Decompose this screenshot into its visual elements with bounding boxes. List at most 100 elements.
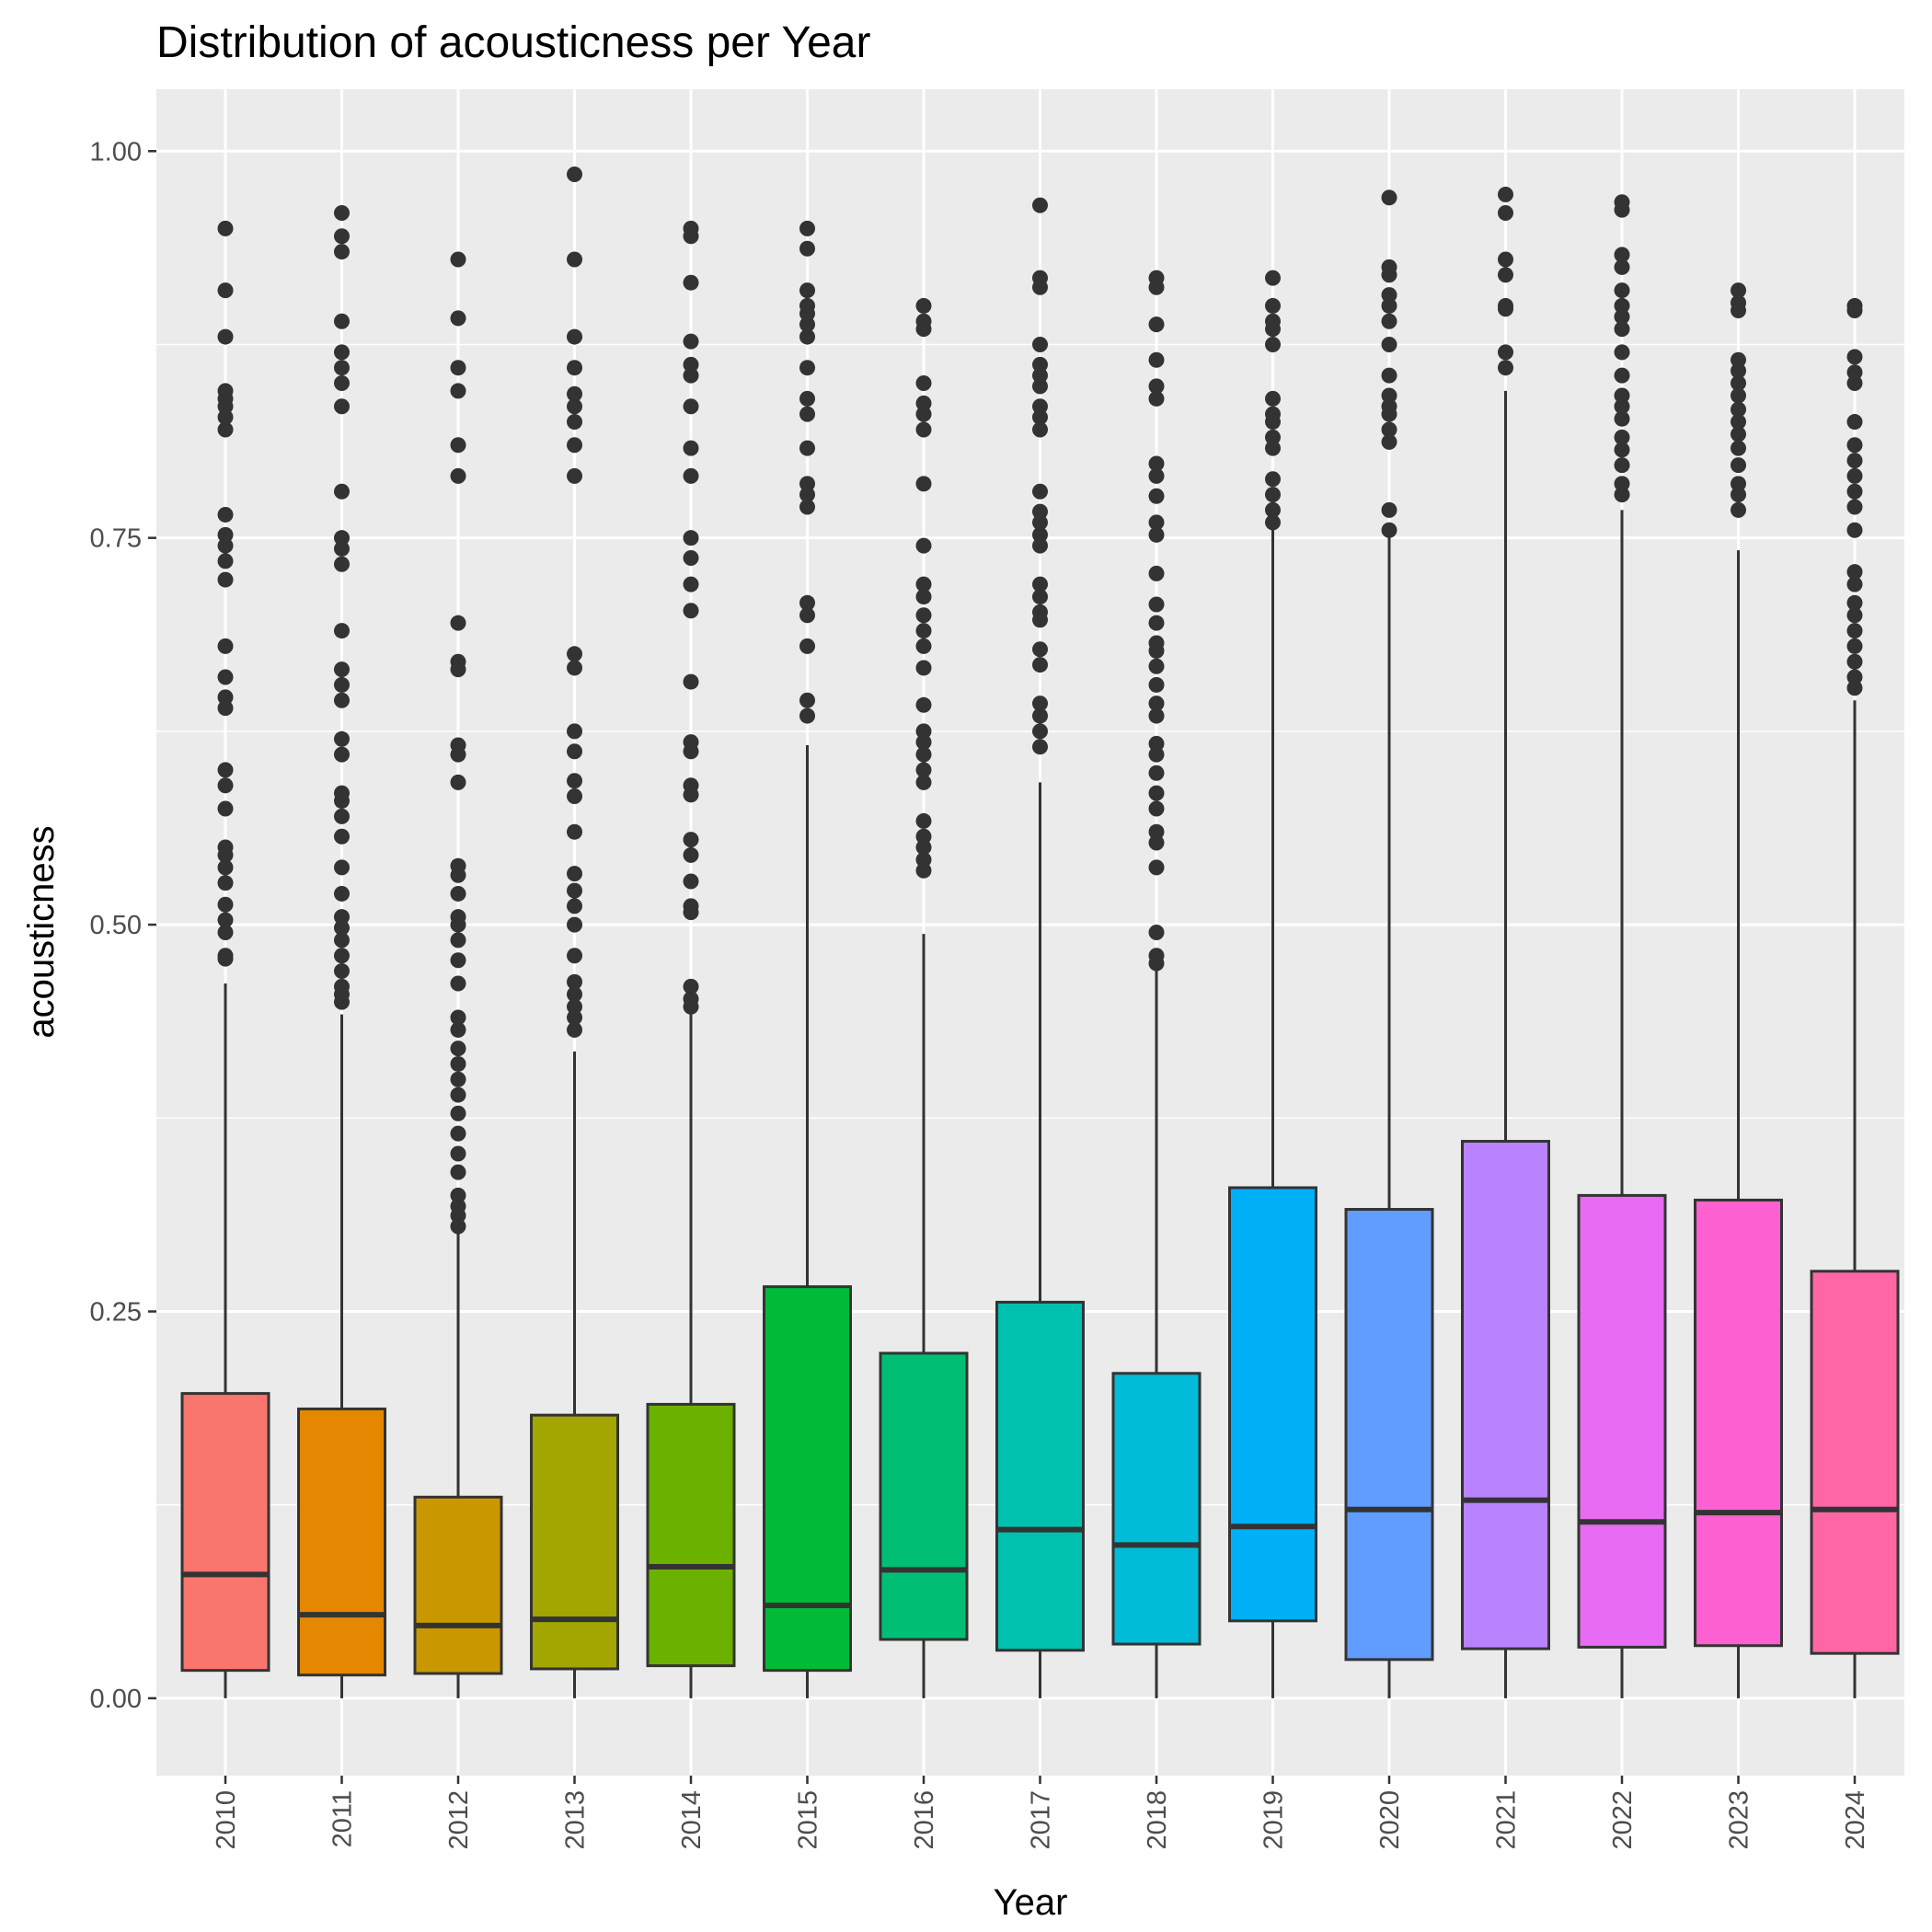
outlier-point <box>334 692 350 708</box>
outlier-point <box>915 406 932 422</box>
outlier-point <box>683 777 699 794</box>
y-tick-label: 0.25 <box>90 1298 142 1328</box>
outlier-point <box>1498 251 1513 268</box>
outlier-point <box>915 696 932 713</box>
outlier-point <box>799 440 815 456</box>
outlier-point <box>334 885 350 902</box>
outlier-point <box>1381 313 1397 329</box>
outlier-point <box>1381 259 1397 275</box>
outlier-point <box>1265 429 1281 445</box>
box-2013 <box>530 166 619 1698</box>
outlier-point <box>683 333 699 350</box>
outlier-point <box>1032 421 1048 438</box>
x-tick-label: 2012 <box>444 1790 474 1850</box>
iqr-box <box>530 1413 619 1671</box>
outlier-point <box>1265 440 1281 456</box>
outlier-point <box>1846 653 1863 670</box>
box-2019 <box>1228 270 1317 1698</box>
outlier-point <box>915 576 932 592</box>
outlier-point <box>1032 707 1048 724</box>
outlier-point <box>1032 398 1048 415</box>
outlier-point <box>1846 638 1863 654</box>
outlier-point <box>915 476 932 492</box>
outlier-point <box>450 885 466 902</box>
y-axis-title: acousticness <box>21 825 62 1038</box>
outlier-point <box>1846 522 1863 538</box>
outlier-point <box>334 676 350 693</box>
iqr-box <box>646 1402 736 1668</box>
outlier-point <box>1846 680 1863 696</box>
outlier-point <box>683 274 699 291</box>
outlier-point <box>217 409 234 426</box>
x-tick-label: 2011 <box>328 1790 358 1847</box>
outlier-point <box>334 978 350 995</box>
outlier-point <box>567 986 582 1003</box>
outlier-point <box>1148 746 1165 763</box>
outlier-point <box>217 638 234 654</box>
outlier-point <box>217 553 234 569</box>
outlier-point <box>1148 925 1165 940</box>
outlier-point <box>334 244 350 260</box>
outlier-point <box>334 530 350 546</box>
outlier-point <box>915 623 932 639</box>
box-2010 <box>180 220 270 1698</box>
x-tick-label: 2022 <box>1608 1790 1638 1850</box>
outlier-point <box>683 978 699 995</box>
chart-title: Distribution of acousticness per Year <box>156 18 870 67</box>
box-series <box>180 166 1900 1698</box>
outlier-point <box>567 743 582 760</box>
outlier-point <box>915 762 932 778</box>
outlier-point <box>1381 501 1397 518</box>
outlier-point <box>1846 576 1863 592</box>
outlier-point <box>1846 499 1863 515</box>
outlier-point <box>1265 471 1281 488</box>
outlier-point <box>1265 406 1281 422</box>
outlier-point <box>450 1087 466 1103</box>
outlier-point <box>799 297 815 314</box>
outlier-point <box>1148 635 1165 651</box>
outlier-point <box>799 707 815 724</box>
box-2023 <box>1694 282 1783 1698</box>
outlier-point <box>567 866 582 882</box>
outlier-point <box>217 689 234 706</box>
outlier-point <box>217 839 234 856</box>
iqr-box <box>995 1300 1085 1652</box>
box-2018 <box>1111 270 1202 1698</box>
outlier-point <box>334 398 350 415</box>
outlier-point <box>683 832 699 848</box>
outlier-point <box>217 875 234 891</box>
outlier-point <box>1032 657 1048 673</box>
outlier-point <box>1032 409 1048 426</box>
y-tick-label: 0.75 <box>90 524 142 554</box>
outlier-point <box>450 737 466 753</box>
x-tick-label: 2015 <box>794 1790 823 1850</box>
outlier-point <box>1032 589 1048 605</box>
outlier-point <box>1032 197 1048 213</box>
outlier-point <box>334 360 350 376</box>
outlier-point <box>334 785 350 801</box>
outlier-point <box>567 898 582 914</box>
outlier-point <box>1148 378 1165 395</box>
outlier-point <box>1148 455 1165 472</box>
outlier-point <box>217 925 234 940</box>
outlier-point <box>683 530 699 546</box>
outlier-point <box>567 398 582 415</box>
outlier-point <box>915 660 932 676</box>
outlier-point <box>1265 336 1281 352</box>
x-tick-label: 2024 <box>1841 1790 1870 1850</box>
outlier-point <box>1265 487 1281 503</box>
outlier-point <box>915 828 932 845</box>
outlier-point <box>567 916 582 933</box>
outlier-point <box>334 344 350 361</box>
outlier-point <box>1846 453 1863 469</box>
box-2024 <box>1810 297 1900 1698</box>
outlier-point <box>1846 414 1863 431</box>
outlier-point <box>1148 316 1165 333</box>
box-2016 <box>879 297 969 1698</box>
outlier-point <box>450 975 466 992</box>
outlier-point <box>799 316 815 333</box>
outlier-point <box>567 723 582 740</box>
outlier-point <box>683 398 699 415</box>
outlier-point <box>1148 785 1165 801</box>
outlier-point <box>1614 387 1630 404</box>
